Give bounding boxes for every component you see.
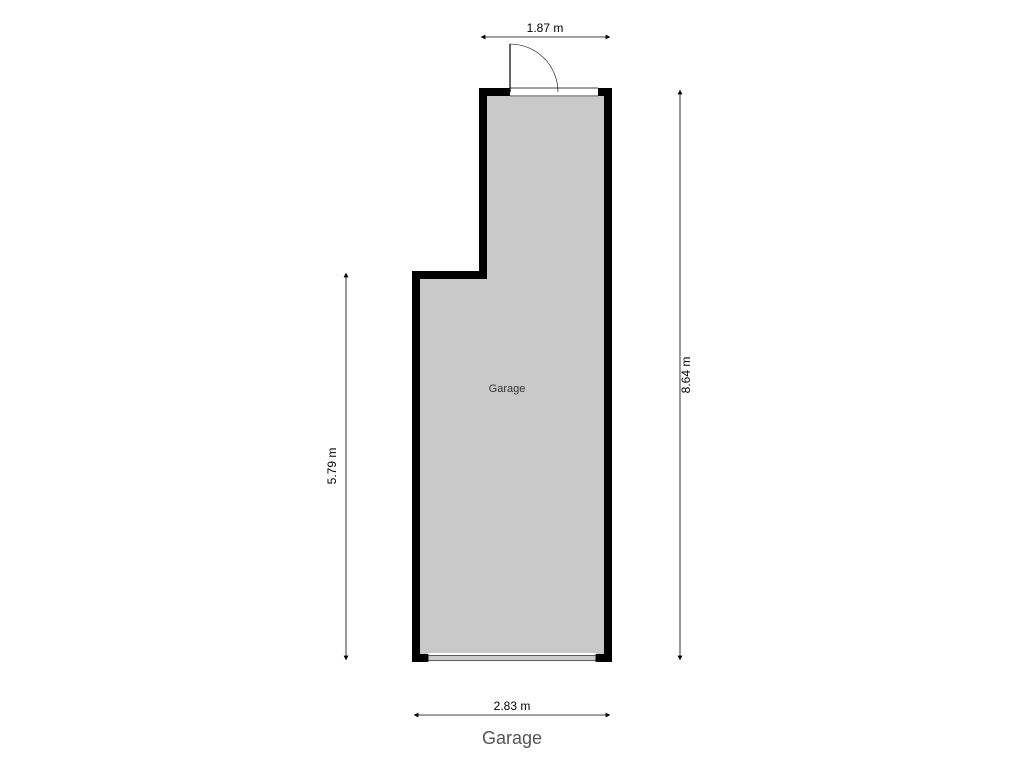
dim-top-label: 1.87 m (527, 21, 564, 35)
door-opening (510, 87, 598, 97)
floor-plan: Garage 1.87 m 2.83 m 5.79 m 8.64 m Garage (0, 0, 1024, 768)
room-shape (416, 92, 608, 658)
room-label: Garage (489, 383, 526, 395)
dim-bottom-label: 2.83 m (494, 699, 531, 713)
door-swing-arc (510, 44, 558, 92)
dim-left-label: 5.79 m (325, 448, 339, 485)
garage-door (428, 656, 596, 661)
dim-right-label: 8.64 m (679, 357, 693, 394)
plan-title: Garage (482, 728, 542, 748)
